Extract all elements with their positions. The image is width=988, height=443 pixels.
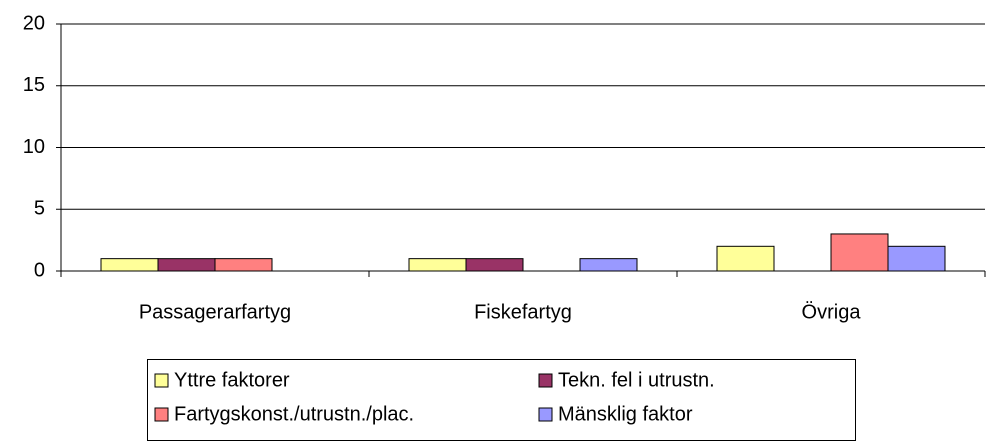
legend-label: Mänsklig faktor <box>558 403 693 425</box>
legend-swatch <box>538 373 553 388</box>
bar <box>214 258 273 272</box>
legend-label: Tekn. fel i utrustn. <box>558 369 715 391</box>
bar <box>830 233 889 272</box>
legend-swatch <box>538 407 553 422</box>
bar <box>157 258 216 272</box>
legend-box <box>147 359 856 441</box>
bar <box>465 258 524 272</box>
bar <box>100 258 159 272</box>
legend-label: Yttre faktorer <box>174 369 290 391</box>
y-tick-label: 0 <box>34 259 45 281</box>
legend-swatch <box>154 407 169 422</box>
x-tick-label: Fiskefartyg <box>474 301 572 323</box>
y-tick-label: 20 <box>23 12 45 34</box>
x-tick-label: Övriga <box>802 301 862 323</box>
bar <box>579 258 638 272</box>
legend-label: Fartygskonst./utrustn./plac. <box>174 403 414 425</box>
bar <box>716 245 775 272</box>
y-tick-label: 15 <box>23 74 45 96</box>
legend-swatch <box>154 373 169 388</box>
y-tick-label: 5 <box>34 198 45 220</box>
bar <box>887 245 946 272</box>
bar <box>408 258 467 272</box>
y-tick-label: 10 <box>23 136 45 158</box>
x-tick-label: Passagerarfartyg <box>139 301 291 323</box>
